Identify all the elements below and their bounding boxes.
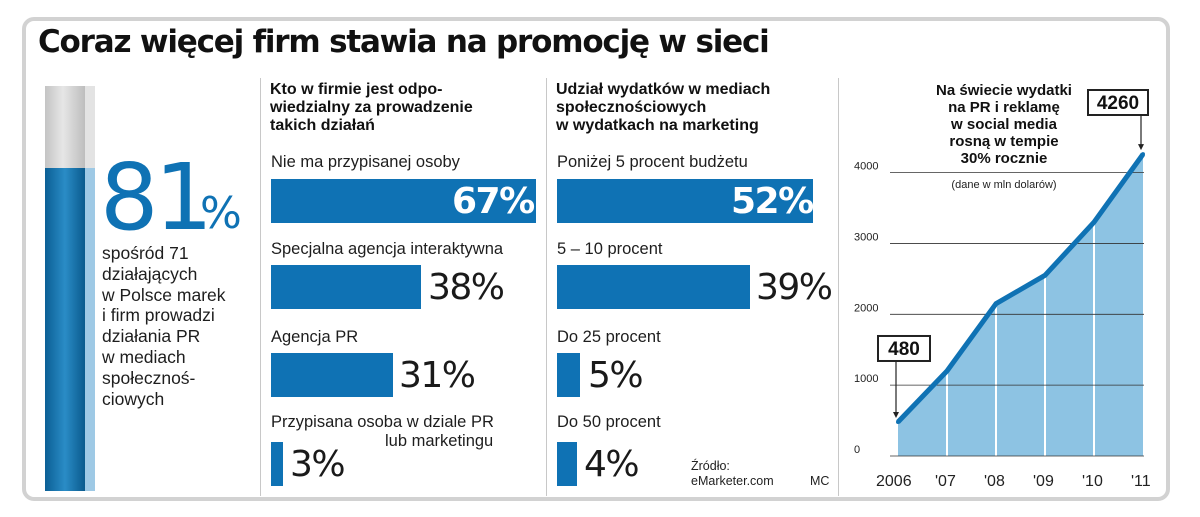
y-tick-label: 2000 (854, 302, 878, 314)
x-tick-label: '07 (935, 473, 956, 490)
heading-line: społecznościowych (556, 99, 707, 116)
bar-label-5-10: 5 – 10 procent (557, 240, 663, 258)
bar-below-5 (557, 179, 813, 223)
desc-line: działających (102, 263, 198, 284)
chart-title-line: Na świecie wydatki (936, 82, 1072, 99)
bar-no-person (271, 179, 536, 223)
cylinder-top (45, 86, 85, 172)
bar-value-pr-agency: 31% (399, 355, 476, 396)
headline-unit: % (200, 188, 242, 239)
desc-line: działania PR (102, 326, 201, 347)
heading-line: wiedzialny za prowadzenie (270, 99, 473, 116)
cylinder-side (85, 168, 95, 491)
data-point (994, 301, 998, 306)
data-point (1043, 273, 1047, 278)
column-divider-1 (260, 78, 261, 496)
heading-line: Udział wydatków w mediach (556, 81, 771, 98)
x-tick-label: '08 (984, 473, 1005, 490)
bar-value-assigned-person: 3% (290, 444, 346, 485)
bar-pr-agency (271, 353, 393, 397)
cylinder-top-side (85, 86, 95, 168)
desc-line: społecznoś- (102, 367, 196, 388)
bar-up-to-50 (557, 442, 577, 486)
source-note: Źródło: eMarketer.com (691, 459, 774, 489)
callout-label: 480 (888, 339, 920, 360)
chart-subtitle: (dane w mln dolarów) (951, 179, 1056, 191)
headline-description: spośród 71 działających w Polsce marek i… (102, 243, 262, 409)
bar-value-5-10: 39% (756, 267, 833, 308)
desc-line: i firm prowadzi (102, 305, 215, 326)
author-credit: MC (810, 474, 830, 488)
bar-value-interactive-agency: 38% (428, 267, 505, 308)
bar-label-assigned-person-line2: lub marketingu (385, 432, 494, 450)
callout-label: 4260 (1097, 93, 1139, 114)
data-point (1092, 220, 1096, 225)
callout-arrowhead (893, 411, 899, 418)
bar-value-up-to-25: 5% (588, 355, 644, 396)
spending-area-chart: 0 1000 2000 3000 4000 2006 '07 '08 '09 '10 '11 Na ś… (854, 82, 1151, 490)
data-point (896, 419, 900, 424)
headline-value: 81 (100, 144, 213, 251)
heading-line: w wydatkach na marketing (556, 117, 759, 134)
chart-title-line: w social media (950, 116, 1058, 133)
column-divider-2 (546, 78, 547, 496)
source-name: eMarketer.com (691, 474, 774, 488)
series-line (896, 152, 1146, 424)
callout-box (877, 334, 931, 362)
share-heading: Udział wydatków w mediach społecznościow… (556, 81, 770, 135)
y-tick-label: 0 (854, 444, 860, 456)
bar-value-below-5: 52% (731, 181, 814, 222)
bar-label-no-person: Nie ma przypisanej osoby (271, 153, 460, 171)
bar-value-no-person: 67% (452, 181, 535, 222)
data-point (1141, 152, 1145, 157)
bar-value-up-to-50: 4% (584, 444, 640, 485)
bar-label-pr-agency: Agencja PR (271, 328, 359, 346)
x-tick-label: 2006 (876, 473, 912, 490)
area-fill (898, 154, 1143, 456)
chart-title-line: rosną w tempie (949, 133, 1058, 150)
bar-interactive-agency (271, 265, 421, 309)
heading-line: Kto w firmie jest odpo- (270, 81, 443, 98)
cylinder-fill-81 (45, 168, 85, 491)
x-tick-label: '11 (1131, 473, 1151, 490)
y-tick-label: 1000 (854, 373, 878, 385)
responsibility-heading: Kto w firmie jest odpo- wiedzialny za pr… (270, 81, 473, 135)
page-title: Coraz więcej firm stawia na promocję w s… (38, 24, 770, 60)
desc-line: w mediach (102, 346, 186, 367)
chart-title-line: na PR i reklamę (948, 99, 1060, 116)
data-point (945, 368, 949, 373)
bar-label-assigned-person: Przypisana osoba w dziale PR (271, 413, 494, 431)
callout-arrowhead (1138, 144, 1144, 151)
heading-line: takich działań (270, 117, 375, 134)
desc-line: w Polsce marek (102, 284, 226, 305)
bar-label-below-5: Poniżej 5 procent budżetu (557, 153, 748, 171)
chart-title-line: 30% rocznie (961, 150, 1048, 167)
bar-5-10 (557, 265, 750, 309)
y-tick-label: 4000 (854, 161, 878, 173)
x-tick-label: '10 (1082, 473, 1103, 490)
bar-label-interactive-agency: Specjalna agencja interaktywna (271, 240, 504, 258)
bar-assigned-person (271, 442, 283, 486)
bar-label-up-to-25: Do 25 procent (557, 328, 661, 346)
x-tick-label: '09 (1033, 473, 1054, 490)
desc-line: ciowych (102, 388, 165, 409)
callout-box (1087, 89, 1149, 116)
column-divider-3 (838, 78, 839, 496)
desc-line: spośród 71 (102, 243, 189, 263)
y-tick-label: 3000 (854, 231, 878, 243)
bar-label-up-to-50: Do 50 procent (557, 413, 661, 431)
bar-up-to-25 (557, 353, 580, 397)
source-label: Źródło: (691, 459, 730, 473)
